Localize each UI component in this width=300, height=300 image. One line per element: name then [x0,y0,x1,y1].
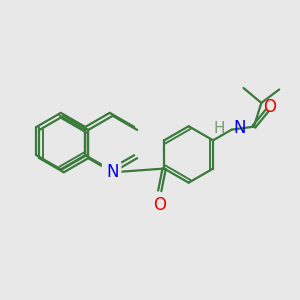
Text: O: O [153,196,166,214]
Text: H: H [214,121,225,136]
Text: O: O [263,98,276,116]
Text: N: N [103,160,116,178]
Text: N: N [106,163,119,181]
Text: N: N [233,119,246,137]
